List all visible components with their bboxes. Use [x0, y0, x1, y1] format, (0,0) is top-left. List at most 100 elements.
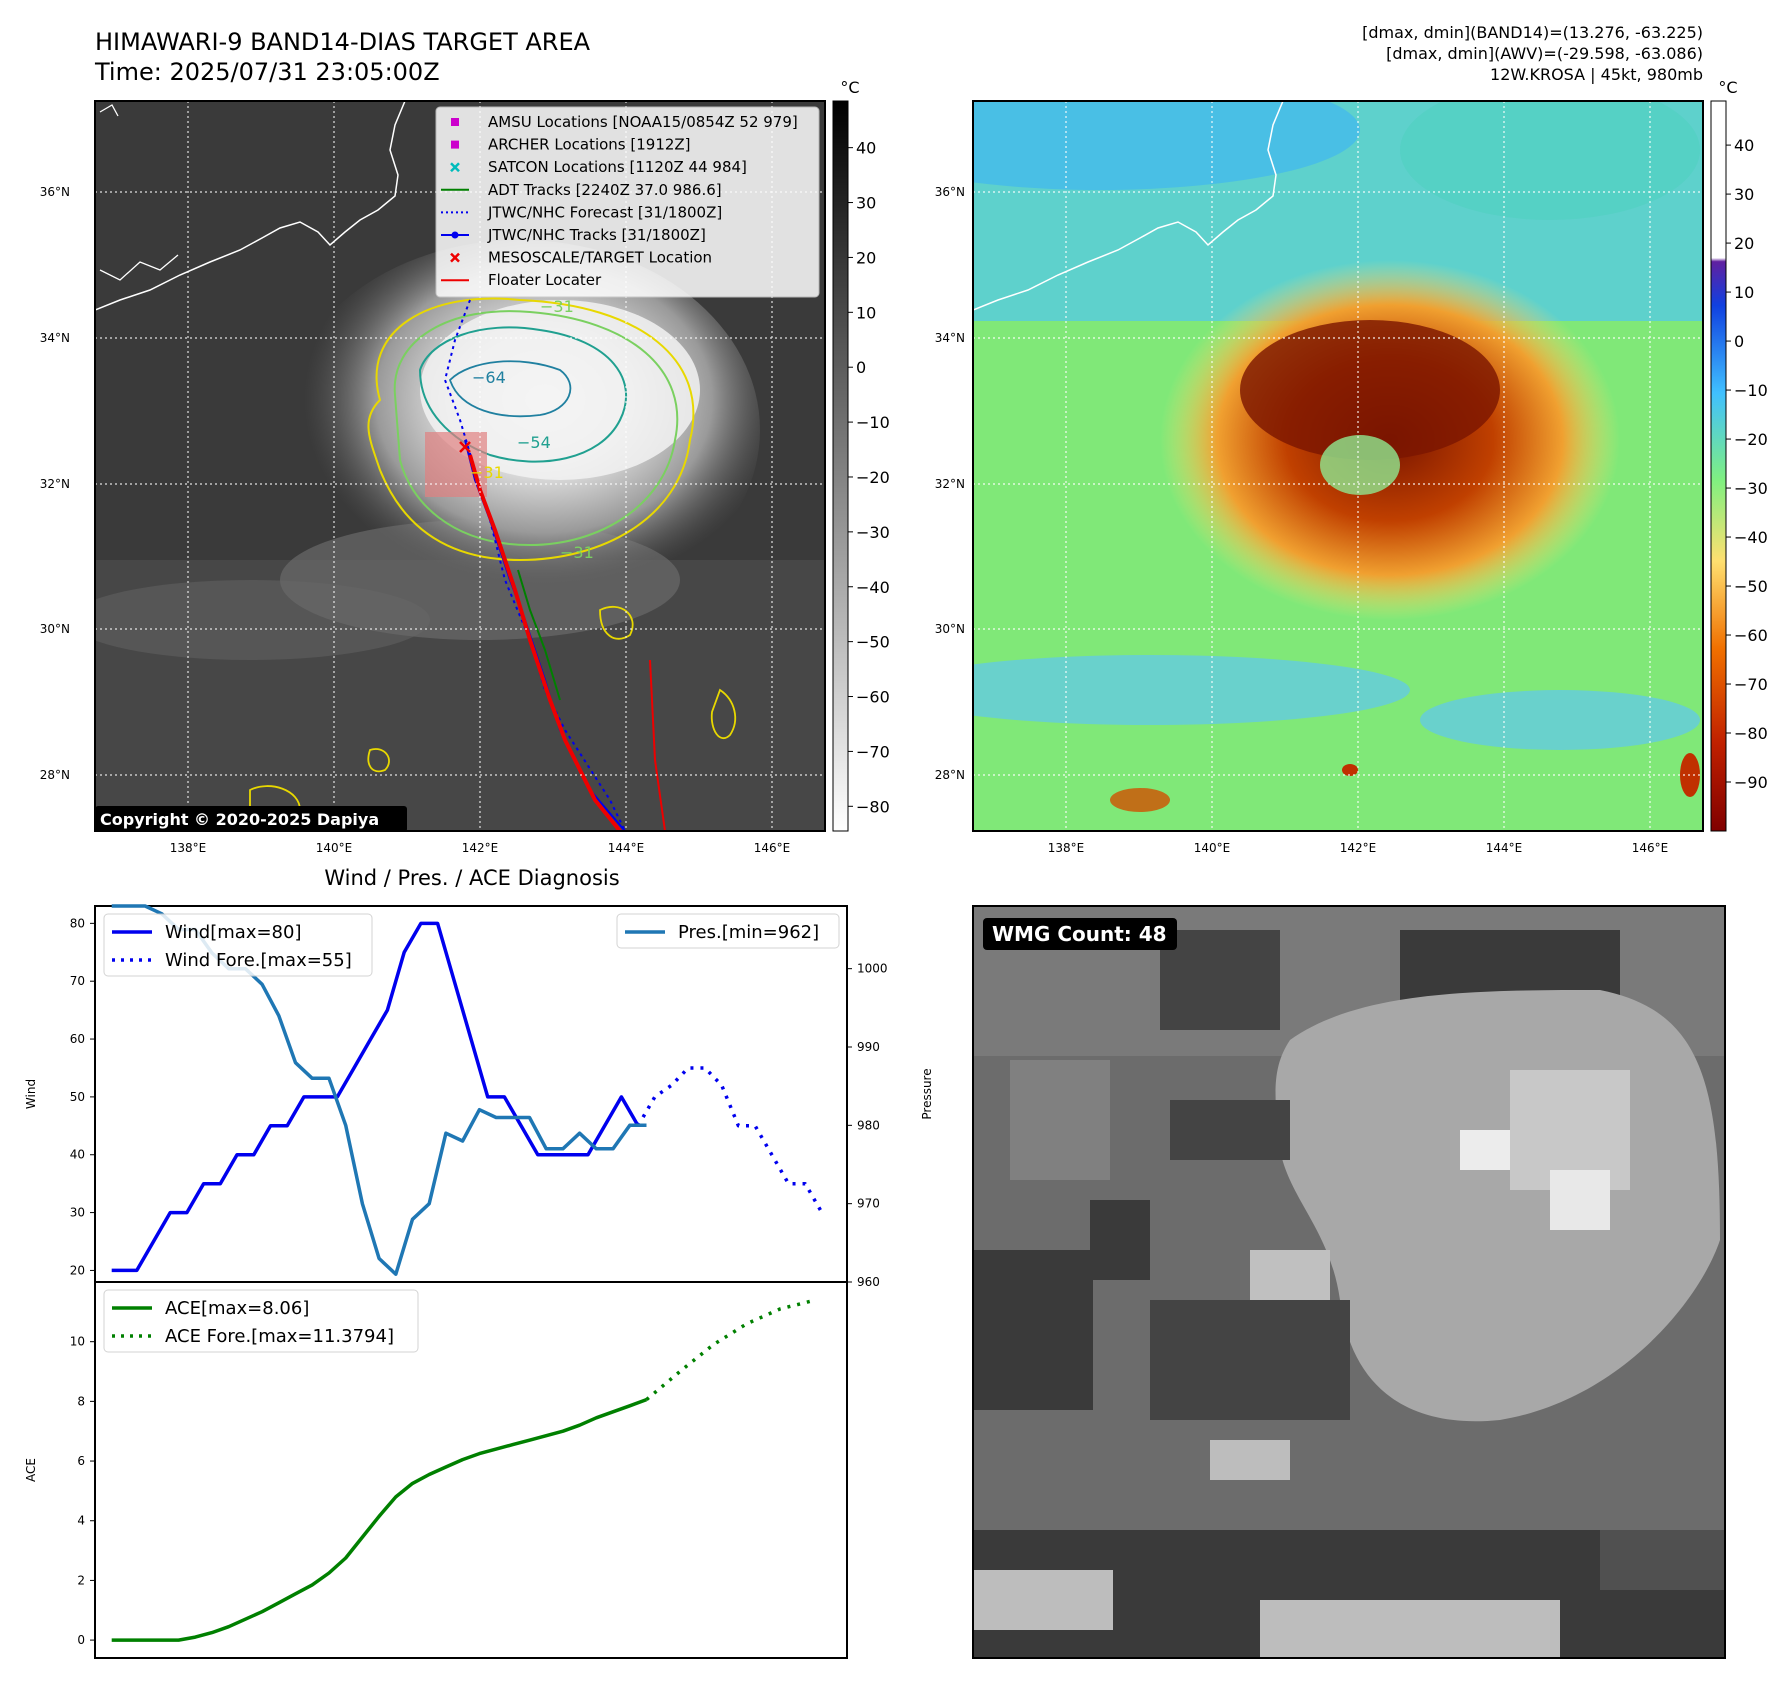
y2-tick-label: 990 [857, 1040, 880, 1054]
lat-label: 32°N [40, 477, 70, 491]
lon-label: 144°E [608, 841, 645, 855]
band14-map: −31 −64 −54 −31 −31 AMSU Locations [NOAA… [40, 100, 826, 855]
map-legend: AMSU Locations [NOAA15/0854Z 52 979] ARCH… [435, 106, 820, 298]
colorbar-tick-label: 0 [856, 358, 866, 377]
awv-colorbar: °C 40 30 20 10 0 −10 −20 −30 −40 −50 −60 −70 −80 −90 [1710, 78, 1768, 832]
legend-label: JTWC/NHC Tracks [31/1800Z] [487, 226, 706, 244]
lon-label: 138°E [1048, 841, 1085, 855]
legend-label: ACE Fore.[max=11.3794] [165, 1326, 394, 1347]
lat-label: 28°N [40, 768, 70, 782]
colorbar-tick-label: −70 [856, 742, 890, 761]
legend-label: Wind[max=80] [165, 922, 302, 943]
y-tick-label: 0 [77, 1633, 85, 1647]
contour-label: −31 [540, 297, 574, 316]
ace-legend [103, 1289, 419, 1353]
legend-marker [451, 140, 459, 149]
y-tick-label: 50 [70, 1090, 85, 1104]
colorbar-tick-label: −70 [1734, 675, 1768, 694]
colorbar-unit: °C [840, 78, 859, 97]
info-band14: [dmax, dmin](BAND14)=(13.276, -63.225) [1362, 23, 1703, 42]
y-tick-label: 6 [77, 1454, 85, 1468]
colorbar-tick-label: 30 [1734, 185, 1754, 204]
y-axis-label: ACE [24, 1458, 38, 1482]
lat-label: 30°N [40, 622, 70, 636]
colorbar-tick-label: −30 [1734, 479, 1768, 498]
y-tick-label: 8 [77, 1394, 85, 1408]
colorbar-tick-label: 10 [856, 303, 876, 322]
series-line [111, 921, 640, 1273]
lat-label: 28°N [935, 768, 965, 782]
contour-label: −31 [560, 543, 594, 562]
legend-label: Floater Locater [488, 271, 602, 289]
lat-label: 30°N [935, 622, 965, 636]
colorbar-tick-label: −60 [856, 688, 890, 707]
lon-label: 140°E [316, 841, 353, 855]
info-storm: 12W.KROSA | 45kt, 980mb [1490, 65, 1703, 84]
band14-colorbar: °C 40 30 20 10 0 −10 −20 −30 −40 −50 −60 −70 −80 [832, 78, 890, 832]
lat-label: 32°N [935, 477, 965, 491]
contour-label: −54 [517, 433, 551, 452]
time-title: Time: 2025/07/31 23:05:00Z [94, 58, 440, 86]
pressure-legend [616, 913, 840, 949]
colorbar-tick-label: −50 [1734, 577, 1768, 596]
y-tick-label: 2 [77, 1573, 85, 1587]
colorbar-tick-label: −10 [1734, 381, 1768, 400]
legend-label: ADT Tracks [2240Z 37.0 986.6] [488, 181, 722, 199]
lat-label: 34°N [935, 331, 965, 345]
legend-label: ARCHER Locations [1912Z] [488, 136, 691, 154]
wmg-panel: WMG Count: 48 [972, 905, 1726, 1659]
awv-map: 36°N 34°N 32°N 30°N 28°N 138°E 140°E 142… [935, 100, 1704, 855]
legend-label: MESOSCALE/TARGET Location [488, 249, 712, 267]
main-title: HIMAWARI-9 BAND14-DIAS TARGET AREA [95, 28, 591, 56]
diagnosis-title: Wind / Pres. / ACE Diagnosis [324, 866, 619, 890]
contour-label: −31 [470, 463, 504, 482]
contour-label: −64 [472, 368, 506, 387]
legend-label: Wind Fore.[max=55] [165, 950, 352, 971]
y2-axis-label: Pressure [920, 1068, 934, 1119]
lon-label: 140°E [1194, 841, 1231, 855]
wmg-count: WMG Count: 48 [992, 922, 1167, 946]
copyright-badge [95, 806, 407, 832]
legend-marker [451, 118, 459, 126]
lon-label: 142°E [1340, 841, 1377, 855]
lon-label: 146°E [754, 841, 791, 855]
series-line [111, 1397, 648, 1642]
y-tick-label: 80 [70, 916, 85, 930]
colorbar-tick-label: −50 [856, 633, 890, 652]
y-tick-label: 60 [70, 1032, 85, 1046]
lon-label: 142°E [462, 841, 499, 855]
y2-tick-label: 970 [857, 1197, 880, 1211]
colorbar-tick-label: 0 [1734, 332, 1744, 351]
colorbar-tick-label: −80 [1734, 724, 1768, 743]
info-awv: [dmax, dmin](AWV)=(-29.598, -63.086) [1386, 44, 1703, 63]
colorbar-tick-label: −10 [856, 413, 890, 432]
wind-legend [103, 913, 373, 977]
legend-marker [450, 252, 460, 263]
colorbar-tick-label: 20 [1734, 234, 1754, 253]
colorbar-tick-label: 40 [856, 139, 876, 158]
y-tick-label: 30 [70, 1206, 85, 1220]
y-tick-label: 4 [77, 1514, 85, 1528]
y-tick-label: 20 [70, 1263, 85, 1277]
y2-tick-label: 1000 [857, 962, 888, 976]
colorbar-tick-label: 20 [856, 248, 876, 267]
colorbar-tick-label: −40 [1734, 528, 1768, 547]
wind-pressure-chart: 20 30 40 50 60 70 80 960 970 980 990 1000 Wind Pre… [24, 904, 934, 1289]
legend-label: Pres.[min=962] [678, 922, 819, 943]
colorbar-unit: °C [1718, 78, 1737, 97]
colorbar-tick-label: −90 [1734, 773, 1768, 792]
legend-label: JTWC/NHC Forecast [31/1800Z] [487, 203, 722, 221]
y-tick-label: 10 [70, 1335, 85, 1349]
lon-label: 146°E [1632, 841, 1669, 855]
colorbar-tick-label: −30 [856, 523, 890, 542]
y-tick-label: 40 [70, 1148, 85, 1162]
legend-marker [451, 231, 459, 239]
y2-tick-label: 980 [857, 1118, 880, 1132]
copyright-text: Copyright © 2020-2025 Dapiya [100, 810, 379, 829]
colorbar-tick-label: 10 [1734, 283, 1754, 302]
lat-label: 36°N [935, 185, 965, 199]
legend-marker [450, 162, 460, 173]
series-line [636, 1066, 824, 1214]
y-axis-label: Wind [24, 1079, 38, 1109]
